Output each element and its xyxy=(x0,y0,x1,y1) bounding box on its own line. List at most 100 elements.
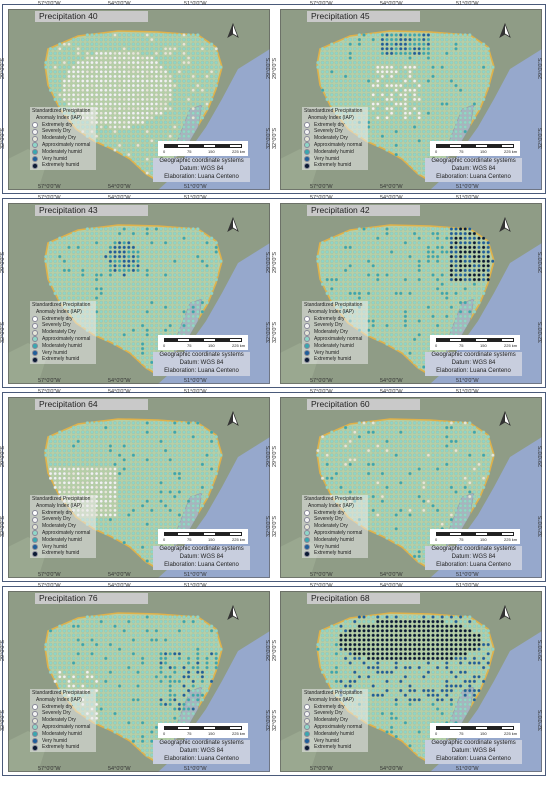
iap-point xyxy=(325,471,329,476)
iap-point xyxy=(353,70,357,74)
legend-swatch xyxy=(304,162,310,169)
legend-label: Very humid xyxy=(314,155,340,162)
iap-point xyxy=(399,245,403,250)
iap-point xyxy=(422,346,426,351)
info-line1: Geographic coordinate systems xyxy=(159,546,244,552)
iap-point xyxy=(150,435,154,439)
iap-point xyxy=(422,143,426,148)
iap-point xyxy=(113,134,117,138)
iap-point xyxy=(371,448,375,453)
iap-point xyxy=(205,282,209,286)
iap-point xyxy=(145,550,149,554)
iap-point xyxy=(108,254,113,259)
iap-point xyxy=(53,254,57,259)
iap-point xyxy=(376,129,380,134)
iap-point xyxy=(468,273,472,277)
iap-point xyxy=(320,435,325,439)
longitude-label: 51°0'0"W xyxy=(456,378,479,384)
iap-point xyxy=(154,273,159,277)
iap-point xyxy=(173,236,177,240)
iap-point xyxy=(412,93,417,97)
iap-point xyxy=(449,323,454,328)
iap-point xyxy=(67,471,71,476)
iap-point xyxy=(117,467,122,471)
iap-point xyxy=(417,314,421,319)
iap-point xyxy=(136,522,140,526)
iap-point xyxy=(320,56,325,60)
iap-point xyxy=(449,74,454,79)
iap-point xyxy=(136,545,140,549)
figure-row-2: Precipitation 43 57°0'0"W 54°0'0"W 51°0'0"W… xyxy=(0,195,546,388)
iap-point xyxy=(325,74,329,79)
iap-point xyxy=(325,453,329,457)
iap-point xyxy=(127,328,131,332)
iap-point xyxy=(403,148,408,152)
iap-point xyxy=(191,259,195,263)
iap-point xyxy=(67,254,71,259)
iap-point xyxy=(371,421,375,425)
iap-point xyxy=(168,241,172,245)
iap-point xyxy=(108,476,113,480)
iap-point xyxy=(136,148,140,152)
iap-point xyxy=(182,56,186,60)
iap-point xyxy=(366,439,371,444)
iap-point xyxy=(353,97,357,102)
iap-point xyxy=(113,227,117,231)
longitude-label: 51°0'0"W xyxy=(184,1,207,7)
iap-point xyxy=(458,300,463,305)
iap-point xyxy=(48,476,53,480)
iap-point xyxy=(159,421,163,425)
iap-point xyxy=(366,60,371,65)
iap-point xyxy=(431,430,435,434)
iap-point xyxy=(136,245,140,250)
iap-point xyxy=(81,273,85,277)
iap-point xyxy=(117,250,122,254)
iap-point xyxy=(99,83,103,88)
iap-point xyxy=(117,282,122,286)
iap-point xyxy=(191,236,195,240)
iap-point xyxy=(140,227,145,231)
iap-point xyxy=(191,241,195,245)
iap-point xyxy=(422,74,426,79)
iap-point xyxy=(154,231,159,236)
iap-point xyxy=(173,259,177,263)
iap-point xyxy=(186,111,191,115)
iap-point xyxy=(76,462,80,467)
iap-point xyxy=(477,273,481,277)
iap-point xyxy=(150,51,154,56)
iap-point xyxy=(458,453,463,457)
iap-point xyxy=(99,333,103,337)
iap-point xyxy=(168,287,172,291)
iap-point xyxy=(196,421,200,425)
iap-point xyxy=(99,300,103,305)
iap-point xyxy=(449,97,454,102)
iap-point xyxy=(334,51,339,56)
iap-point xyxy=(389,33,394,37)
iap-point xyxy=(330,430,334,434)
iap-point xyxy=(376,236,380,240)
iap-point xyxy=(440,462,444,467)
iap-point xyxy=(394,102,398,106)
scale-label: 0 xyxy=(435,343,438,348)
iap-point xyxy=(394,333,398,337)
iap-point xyxy=(94,291,99,296)
iap-point xyxy=(200,282,205,286)
iap-point xyxy=(389,333,394,337)
iap-point xyxy=(177,245,182,250)
iap-point xyxy=(159,435,163,439)
iap-point xyxy=(154,250,159,254)
iap-point xyxy=(362,467,366,471)
iap-point xyxy=(394,65,398,69)
iap-point xyxy=(191,444,195,448)
iap-point xyxy=(177,37,182,42)
iap-point xyxy=(449,129,454,134)
iap-point xyxy=(94,83,99,88)
iap-point xyxy=(108,37,113,42)
iap-point xyxy=(145,116,149,120)
iap-point xyxy=(343,74,348,79)
iap-point xyxy=(200,241,205,245)
iap-point xyxy=(58,277,62,282)
iap-point xyxy=(320,241,325,245)
iap-point xyxy=(463,33,467,37)
iap-point xyxy=(131,139,136,143)
